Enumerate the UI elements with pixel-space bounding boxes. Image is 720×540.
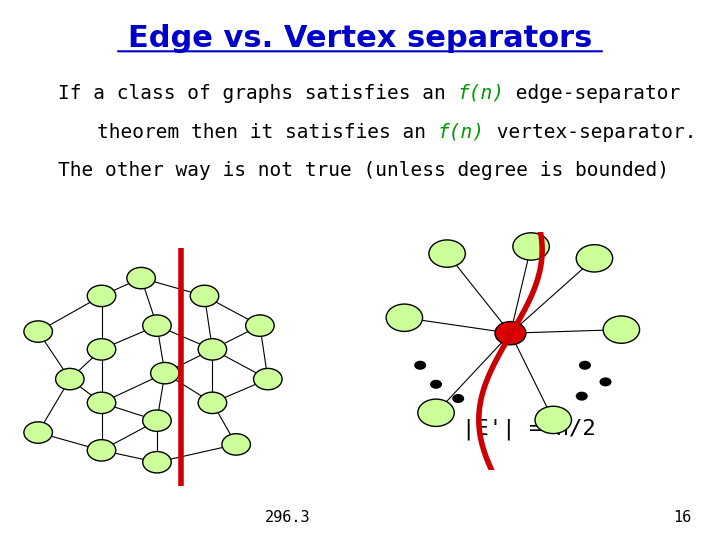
Circle shape — [198, 392, 227, 414]
Circle shape — [87, 392, 116, 414]
Circle shape — [24, 321, 53, 342]
Text: theorem then it satisfies an: theorem then it satisfies an — [97, 123, 438, 141]
Circle shape — [414, 361, 426, 370]
Circle shape — [87, 440, 116, 461]
Circle shape — [576, 392, 588, 401]
Circle shape — [430, 380, 442, 389]
Circle shape — [198, 339, 227, 360]
Circle shape — [190, 285, 219, 307]
Circle shape — [603, 316, 639, 343]
Text: |E'| = n/2: |E'| = n/2 — [462, 418, 596, 440]
Text: If a class of graphs satisfies an: If a class of graphs satisfies an — [58, 84, 457, 103]
Text: edge-separator: edge-separator — [504, 84, 680, 103]
Circle shape — [222, 434, 251, 455]
Text: 296.3: 296.3 — [265, 510, 311, 525]
Circle shape — [143, 410, 171, 431]
Text: f(n): f(n) — [438, 123, 485, 141]
Circle shape — [87, 285, 116, 307]
Text: Edge vs. Vertex separators: Edge vs. Vertex separators — [128, 24, 592, 53]
Circle shape — [535, 406, 572, 434]
Circle shape — [143, 315, 171, 336]
Text: f(n): f(n) — [457, 84, 504, 103]
Text: vertex-separator.: vertex-separator. — [485, 123, 696, 141]
Circle shape — [87, 339, 116, 360]
Circle shape — [600, 377, 611, 387]
Circle shape — [418, 399, 454, 427]
Circle shape — [386, 304, 423, 332]
Circle shape — [495, 321, 526, 345]
Circle shape — [143, 451, 171, 473]
Circle shape — [127, 267, 156, 289]
Circle shape — [150, 362, 179, 384]
Circle shape — [579, 361, 591, 370]
Circle shape — [576, 245, 613, 272]
Circle shape — [513, 233, 549, 260]
Circle shape — [253, 368, 282, 390]
Circle shape — [429, 240, 465, 267]
Text: The other way is not true (unless degree is bounded): The other way is not true (unless degree… — [58, 161, 669, 180]
Circle shape — [452, 394, 464, 403]
Text: 16: 16 — [673, 510, 691, 525]
Circle shape — [55, 368, 84, 390]
Circle shape — [24, 422, 53, 443]
Circle shape — [246, 315, 274, 336]
